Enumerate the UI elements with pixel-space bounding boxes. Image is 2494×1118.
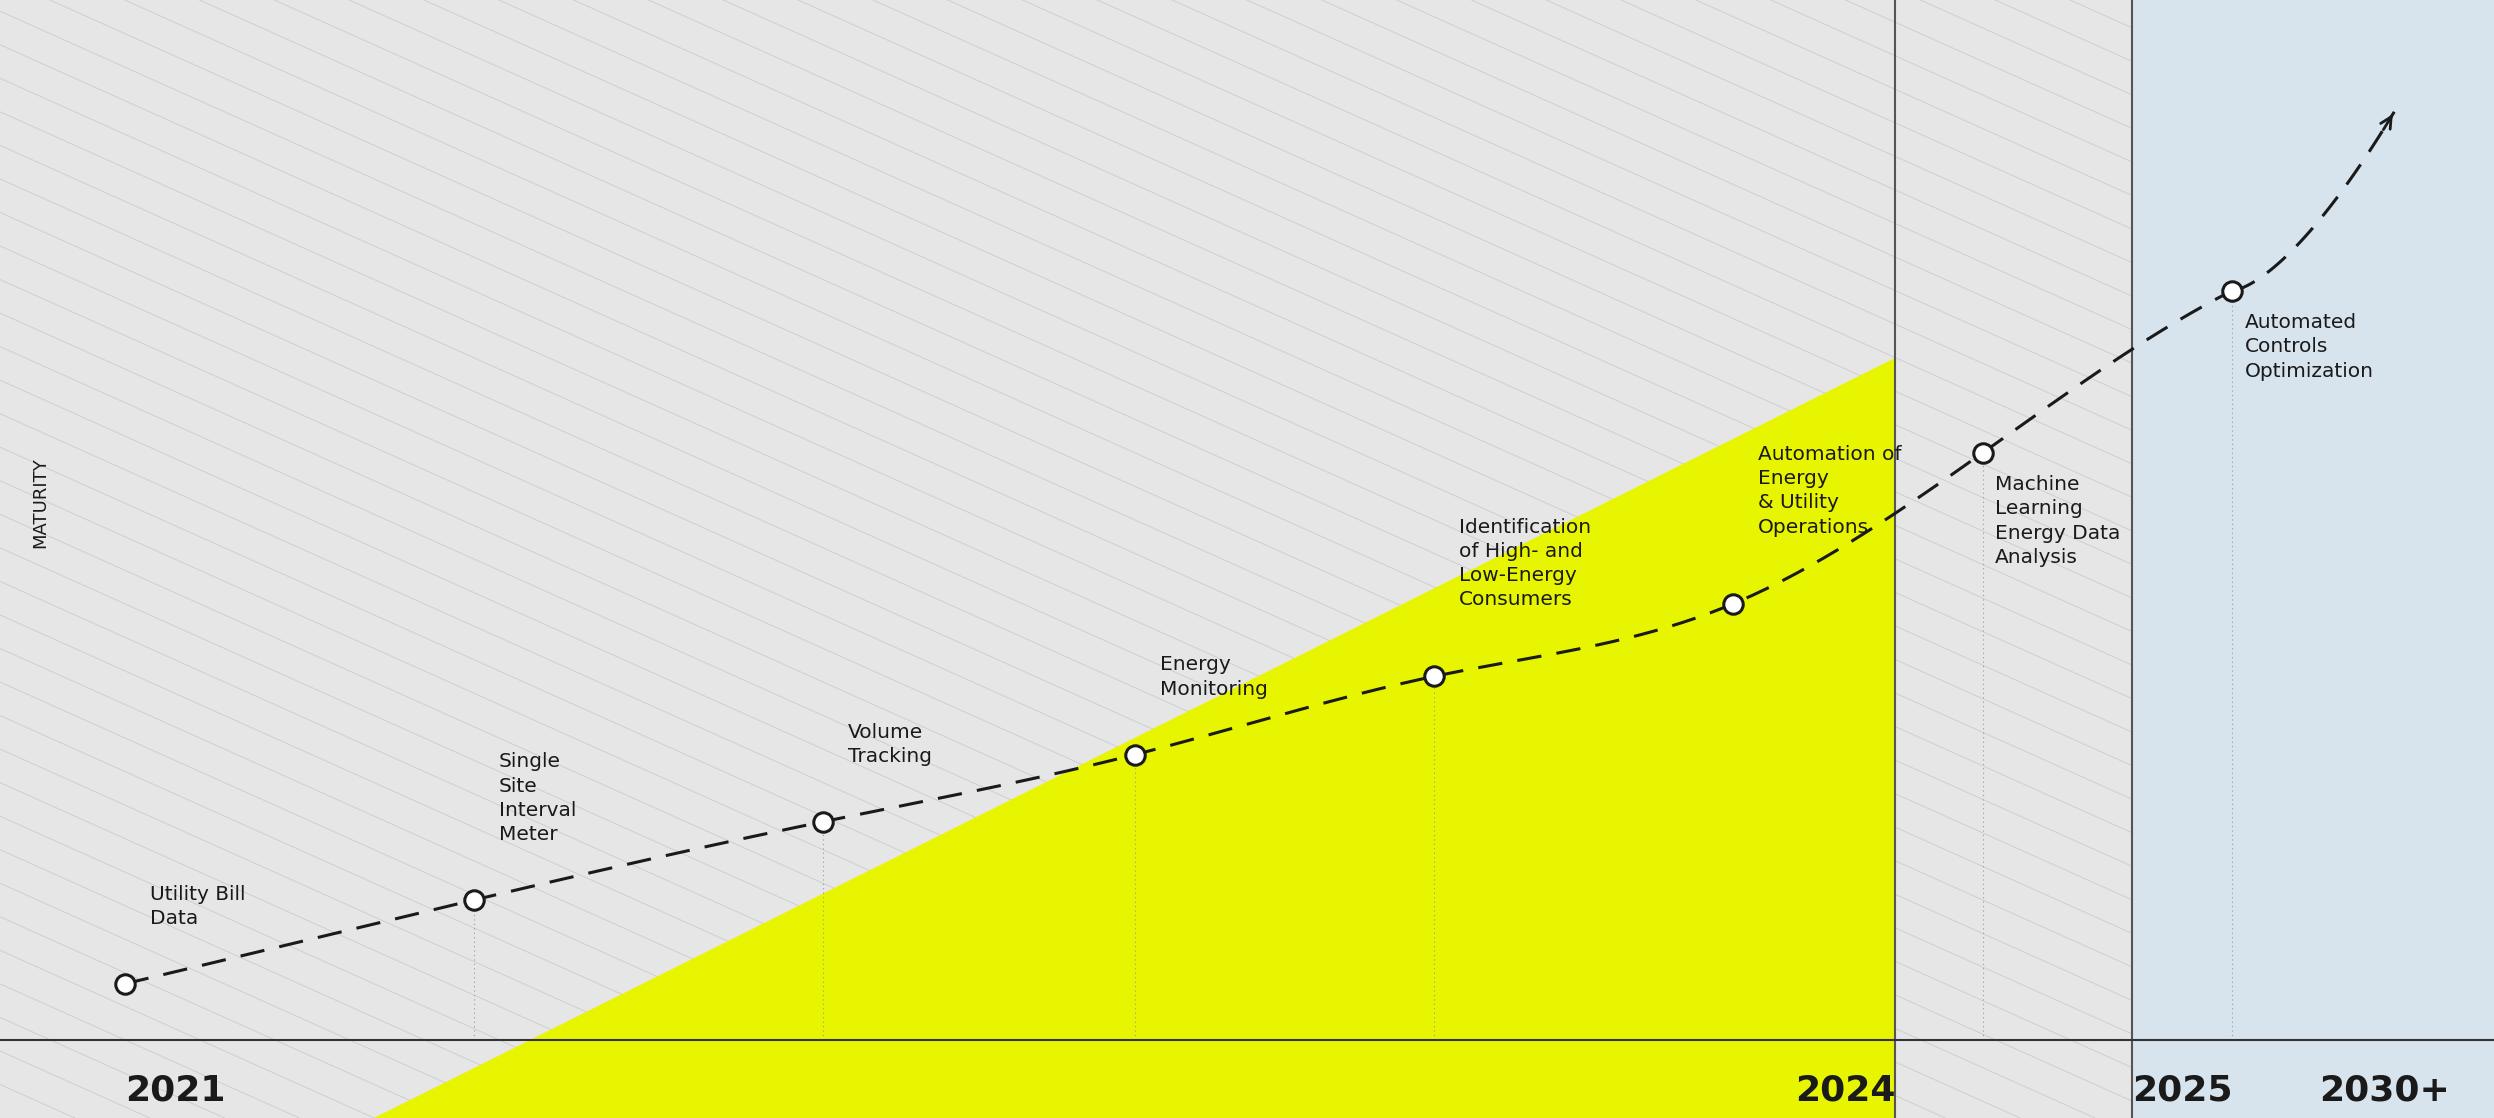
Text: Machine
Learning
Energy Data
Analysis: Machine Learning Energy Data Analysis (1995, 475, 2120, 567)
Text: Automated
Controls
Optimization: Automated Controls Optimization (2245, 313, 2374, 380)
Text: Utility Bill
Data: Utility Bill Data (150, 884, 244, 928)
Text: 2024: 2024 (1796, 1073, 1895, 1107)
Polygon shape (374, 358, 1895, 1118)
Text: Energy
Monitoring: Energy Monitoring (1160, 655, 1267, 699)
Text: 2030+: 2030+ (2319, 1073, 2449, 1107)
Text: Identification
of High- and
Low-Energy
Consumers: Identification of High- and Low-Energy C… (1459, 518, 1591, 609)
Bar (2132, 0, 2494, 1118)
Text: Automation of
Energy
& Utility
Operations: Automation of Energy & Utility Operation… (1758, 445, 1903, 537)
Text: 2025: 2025 (2132, 1073, 2232, 1107)
Text: 2021: 2021 (125, 1073, 224, 1107)
Text: Volume
Tracking: Volume Tracking (848, 722, 933, 766)
Text: Single
Site
Interval
Meter: Single Site Interval Meter (499, 752, 576, 844)
Text: MATURITY: MATURITY (30, 457, 50, 549)
